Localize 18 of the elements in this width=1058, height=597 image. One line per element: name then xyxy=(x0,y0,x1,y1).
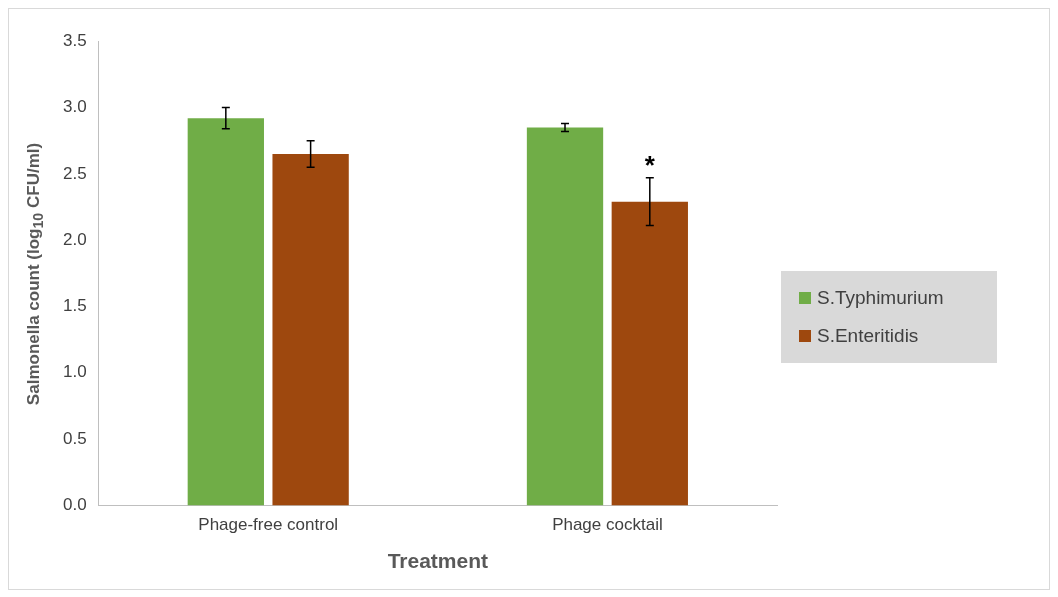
x-axis-title: Treatment xyxy=(387,549,488,573)
y-tick-label: 0.0 xyxy=(62,495,87,515)
bar xyxy=(272,153,349,506)
legend-label: S.Enteritidis xyxy=(817,325,919,347)
y-tick-label: 1.0 xyxy=(62,362,87,382)
y-tick-label: 3.0 xyxy=(62,97,87,117)
bar xyxy=(187,118,264,506)
annotation: * xyxy=(644,149,656,180)
x-tick-label: Phage cocktail xyxy=(552,515,663,535)
y-tick-label: 1.5 xyxy=(62,296,87,316)
legend-label: S.Typhimurium xyxy=(817,287,944,309)
y-tick-label: 2.5 xyxy=(62,163,87,183)
bar xyxy=(611,201,688,506)
y-tick-label: 3.5 xyxy=(62,30,87,50)
y-tick-label: 0.5 xyxy=(62,428,87,448)
bar xyxy=(526,127,604,506)
x-tick-label: Phage-free control xyxy=(198,515,339,535)
y-tick-label: 2.0 xyxy=(62,229,87,249)
